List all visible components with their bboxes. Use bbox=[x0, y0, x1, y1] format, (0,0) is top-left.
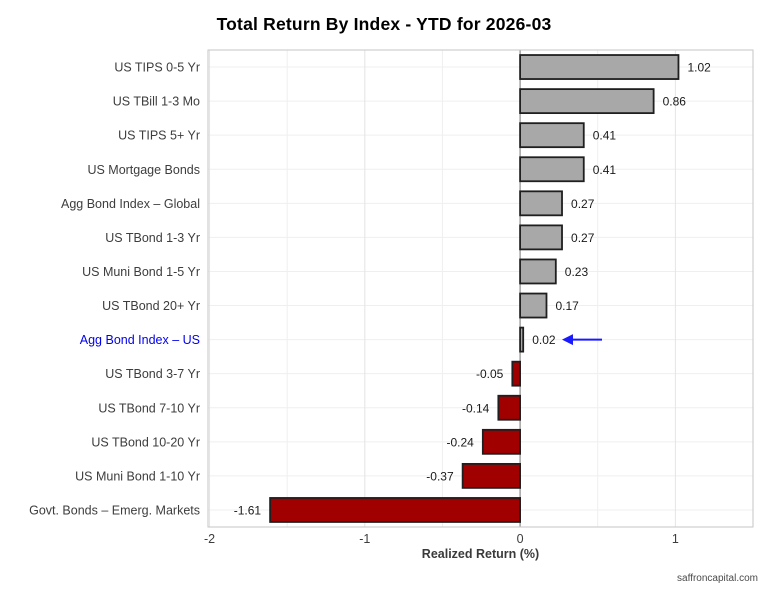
category-label: US TBond 10-20 Yr bbox=[91, 435, 200, 449]
category-label: US TIPS 5+ Yr bbox=[118, 129, 200, 143]
bar bbox=[481, 428, 521, 455]
category-label: Govt. Bonds – Emerg. Markets bbox=[29, 503, 200, 517]
bar-value-label: 0.41 bbox=[593, 163, 617, 177]
category-label: US TBond 7-10 Yr bbox=[98, 401, 200, 415]
bar-value-label: 0.02 bbox=[532, 333, 556, 347]
chart-title: Total Return By Index - YTD for 2026-03 bbox=[216, 14, 552, 34]
bar-value-label: -0.24 bbox=[446, 435, 474, 449]
category-label: Agg Bond Index – US bbox=[80, 333, 200, 347]
bar bbox=[519, 122, 585, 149]
x-tick-label: -2 bbox=[204, 532, 215, 546]
bar bbox=[461, 462, 521, 489]
bar bbox=[519, 156, 585, 183]
bar-value-label: 0.86 bbox=[663, 95, 687, 109]
category-label: US TBill 1-3 Mo bbox=[113, 95, 200, 109]
bar-value-label: -0.37 bbox=[426, 469, 454, 483]
bar-value-label: -1.61 bbox=[234, 503, 262, 517]
bar bbox=[519, 190, 563, 217]
x-tick-label: -1 bbox=[359, 532, 370, 546]
x-tick-label: 0 bbox=[517, 532, 524, 546]
bar-value-label: 1.02 bbox=[687, 61, 711, 75]
bar-value-label: 0.23 bbox=[565, 265, 589, 279]
bar-value-label: 0.27 bbox=[571, 197, 595, 211]
watermark-text: saffroncapital.com bbox=[677, 573, 758, 584]
highlight-arrow-head bbox=[562, 334, 573, 346]
x-axis-title: Realized Return (%) bbox=[421, 547, 540, 561]
bar bbox=[519, 258, 557, 285]
plot-panel-border bbox=[207, 49, 754, 528]
bar-value-label: 0.41 bbox=[593, 129, 617, 143]
category-label: US Mortgage Bonds bbox=[87, 163, 200, 177]
bar bbox=[519, 88, 655, 115]
bar-value-label: -0.05 bbox=[476, 367, 504, 381]
bar bbox=[511, 360, 521, 387]
x-tick-label: 1 bbox=[672, 532, 679, 546]
category-label: US TIPS 0-5 Yr bbox=[114, 61, 200, 75]
bar-value-label: -0.14 bbox=[462, 401, 490, 415]
bar bbox=[519, 292, 548, 319]
bar bbox=[497, 394, 521, 421]
category-label: US TBond 20+ Yr bbox=[102, 299, 200, 313]
category-label: US Muni Bond 1-5 Yr bbox=[82, 265, 200, 279]
category-label: US TBond 3-7 Yr bbox=[105, 367, 200, 381]
bar-value-label: 0.17 bbox=[555, 299, 579, 313]
category-label: US Muni Bond 1-10 Yr bbox=[75, 469, 200, 483]
bar bbox=[269, 497, 521, 523]
category-label: Agg Bond Index – Global bbox=[61, 197, 200, 211]
bar-value-label: 0.27 bbox=[571, 231, 595, 245]
bar bbox=[519, 54, 680, 80]
bar bbox=[519, 326, 525, 353]
category-label: US TBond 1-3 Yr bbox=[105, 231, 200, 245]
plot-panel bbox=[208, 50, 753, 527]
bar bbox=[519, 224, 563, 251]
